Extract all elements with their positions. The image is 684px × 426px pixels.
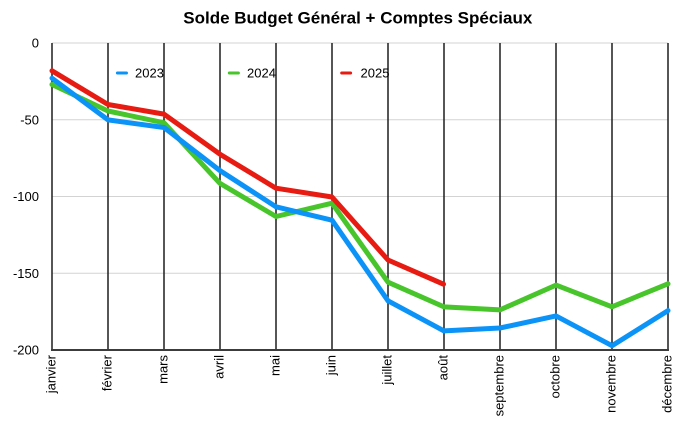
svg-text:décembre: décembre xyxy=(660,355,675,413)
svg-text:-150: -150 xyxy=(13,266,39,281)
svg-text:octobre: octobre xyxy=(548,355,563,398)
svg-text:juin: juin xyxy=(324,355,339,376)
svg-text:avril: avril xyxy=(212,355,227,379)
svg-text:juillet: juillet xyxy=(380,355,395,386)
svg-text:0: 0 xyxy=(32,36,39,51)
svg-text:2023: 2023 xyxy=(135,66,164,81)
svg-text:janvier: janvier xyxy=(44,354,59,394)
svg-text:2025: 2025 xyxy=(361,66,390,81)
svg-text:mai: mai xyxy=(268,355,283,376)
svg-text:septembre: septembre xyxy=(492,355,507,416)
svg-text:août: août xyxy=(436,355,451,381)
svg-text:novembre: novembre xyxy=(604,355,619,413)
svg-text:-50: -50 xyxy=(20,112,39,127)
svg-text:Solde Budget Général + Comptes: Solde Budget Général + Comptes Spéciaux xyxy=(183,9,533,28)
svg-text:-200: -200 xyxy=(13,343,39,358)
svg-text:mars: mars xyxy=(156,355,171,384)
svg-text:-100: -100 xyxy=(13,189,39,204)
svg-text:2024: 2024 xyxy=(247,66,276,81)
svg-text:février: février xyxy=(100,354,115,391)
